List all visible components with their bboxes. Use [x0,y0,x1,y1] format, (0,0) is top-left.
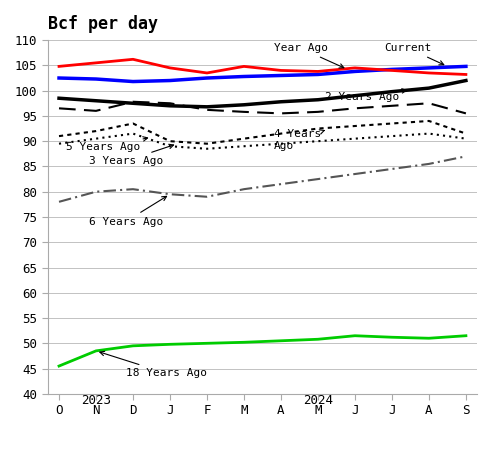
Text: 2 Years Ago: 2 Years Ago [325,89,406,102]
Text: 6 Years Ago: 6 Years Ago [89,197,167,227]
Text: 18 Years Ago: 18 Years Ago [100,351,207,378]
Text: 5 Years Ago: 5 Years Ago [66,136,148,152]
Text: Year Ago: Year Ago [274,43,344,68]
Text: 3 Years Ago: 3 Years Ago [89,144,174,166]
Text: 2023: 2023 [81,394,111,407]
Text: Current: Current [385,43,444,65]
Text: 4 Years
Ago: 4 Years Ago [274,129,324,151]
Text: Bcf per day: Bcf per day [48,15,158,33]
Text: 2024: 2024 [303,394,333,407]
